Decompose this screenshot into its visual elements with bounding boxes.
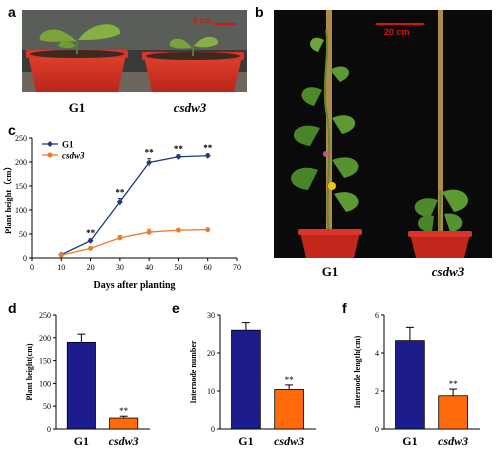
legend-marker-csdw3 [47,152,53,158]
data-point-G1 [116,198,123,205]
panel-letter-a: a [8,4,16,20]
y-tick-label-d: 250 [39,311,51,320]
y-axis-label-c: Plant height（cm） [3,162,13,234]
legend-label-csdw3: csdw3 [62,151,85,161]
caption-a-g1: G1 [68,100,86,115]
panel-letter-d: d [8,300,17,316]
y-tick-label-e: 0 [211,425,215,434]
data-point-G1 [175,153,182,160]
legend-label-G1: G1 [62,140,74,150]
panel-letter-c: c [8,122,16,138]
y-axis-label-e: Internode number [189,340,198,403]
bar-e-G1 [231,329,261,430]
caption-a-csdw3: csdw3 [173,100,207,115]
y-tick-label-f: 4 [375,349,379,358]
data-point-csdw3 [58,252,64,258]
data-point-G1 [204,152,211,159]
category-label-e-csdw3: csdw3 [274,434,304,448]
significance-annotation-c: ** [174,144,184,154]
x-tick-label-c: 20 [87,263,95,272]
significance-annotation-f: ** [449,379,459,389]
y-tick-label-c: 50 [19,230,27,239]
data-point-csdw3 [88,245,94,251]
data-point-csdw3 [146,229,152,235]
y-tick-label-c: 250 [15,134,27,143]
y-tick-label-e: 20 [207,349,215,358]
bar-f-csdw3 [438,395,468,430]
series-line-csdw3 [61,229,208,256]
y-tick-label-f: 6 [375,311,379,320]
x-tick-label-c: 10 [57,263,65,272]
data-point-csdw3 [175,227,181,233]
y-tick-label-e: 30 [207,311,215,320]
photo-seedlings [22,10,247,92]
x-tick-label-c: 50 [174,263,182,272]
data-point-G1 [146,159,153,166]
bar-d-G1 [66,341,96,430]
scale-label-a: 5 cm [193,16,212,25]
chart-d-bar: 0 50 100 150 200 250 Plant height(cm) G1 ** csdw3 [25,311,150,448]
y-tick-label-c: 100 [15,206,27,215]
y-tick-label-d: 100 [39,379,51,388]
x-axis-label-c: Days after planting [93,280,175,291]
legend-marker-G1 [47,141,53,147]
bar-d-csdw3 [109,417,139,430]
significance-annotation-c: ** [115,187,125,197]
category-label-d-csdw3: csdw3 [109,434,139,448]
data-point-csdw3 [117,235,123,241]
y-tick-label-d: 200 [39,334,51,343]
y-axis-label-d: Plant height(cm) [25,343,34,400]
caption-b-csdw3: csdw3 [431,264,465,279]
y-tick-label-e: 10 [207,387,215,396]
caption-b-g1: G1 [321,264,339,279]
chart-f-bar: 0 2 4 6 Internode length(cm) G1 ** csdw3 [353,311,480,448]
chart-e-bar: 0 10 20 30 Internode number G1 ** csdw3 [189,311,316,448]
y-tick-label-d: 50 [43,402,51,411]
significance-annotation-d: ** [119,406,129,416]
x-tick-label-c: 40 [145,263,153,272]
y-tick-label-c: 150 [15,182,27,191]
scale-label-b: 20 cm [384,27,410,37]
data-point-csdw3 [205,227,211,233]
bar-f-G1 [395,340,425,430]
y-tick-label-d: 150 [39,357,51,366]
y-axis-label-f: Internode length(cm) [353,335,362,408]
significance-annotation-c: ** [86,228,96,238]
significance-annotation-c: ** [145,148,155,158]
photo-mature-plants [274,10,492,258]
significance-annotation-c: ** [203,143,213,153]
x-tick-label-c: 30 [116,263,124,272]
x-tick-label-c: 70 [233,263,241,272]
panel-letter-b: b [255,4,264,20]
significance-annotation-e: ** [285,375,295,385]
y-tick-label-d: 0 [47,425,51,434]
x-tick-label-c: 60 [204,263,212,272]
category-label-e-G1: G1 [238,434,253,448]
bar-e-csdw3 [274,389,304,430]
y-tick-label-f: 0 [375,425,379,434]
x-tick-label-c: 0 [30,263,34,272]
series-line-G1 [61,155,208,256]
panel-letter-f: f [342,300,347,316]
category-label-f-csdw3: csdw3 [438,434,468,448]
category-label-f-G1: G1 [402,434,417,448]
chart-c-line: 0 50 100 150 200 250 0 10 20 30 40 50 60 70 Days after… [3,134,241,291]
panel-letter-e: e [172,300,180,316]
category-label-d-G1: G1 [74,434,89,448]
data-point-G1 [87,237,94,244]
y-tick-label-c: 0 [23,254,27,263]
y-tick-label-f: 2 [375,387,379,396]
y-tick-label-c: 200 [15,158,27,167]
